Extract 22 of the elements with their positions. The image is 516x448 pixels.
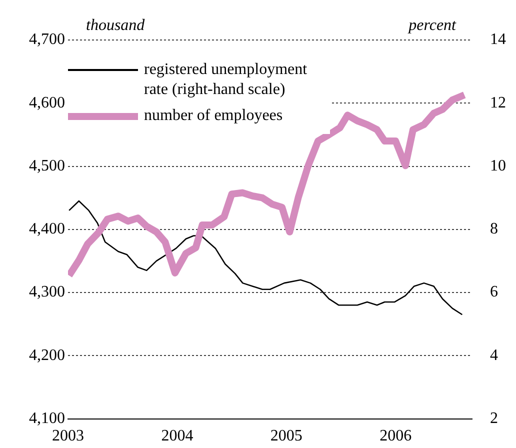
x-tick-label: 2004 (161, 428, 194, 445)
y2-axis-title: percent (408, 17, 457, 34)
y2-tick-label: 12 (490, 94, 506, 112)
y2-tick-label: 6 (490, 284, 498, 301)
x-tick-label: 2005 (270, 428, 302, 445)
y-tick-label: 4,400 (29, 220, 65, 238)
y-tick-label: 4,700 (29, 31, 65, 48)
y-tick-label: 4,300 (29, 284, 65, 301)
y-tick-label: 4,500 (29, 157, 65, 174)
y2-tick-label: 2 (490, 410, 498, 428)
y-axis-title: thousand (86, 17, 146, 34)
y2-tick-label: 14 (490, 31, 506, 48)
y-tick-label: 4,600 (29, 94, 65, 112)
legend-label: registered unemployment rate (right-hand scale) (144, 60, 308, 100)
y2-tick-label: 10 (490, 157, 506, 174)
y-tick-label: 4,100 (29, 410, 65, 428)
x-tick-label: 2006 (380, 428, 412, 445)
legend-label: number of employees (144, 106, 284, 126)
y2-tick-label: 4 (490, 346, 498, 364)
x-tick-label: 2003 (52, 428, 84, 445)
y-tick-label: 4,200 (29, 346, 65, 364)
y2-tick-label: 8 (490, 220, 498, 238)
